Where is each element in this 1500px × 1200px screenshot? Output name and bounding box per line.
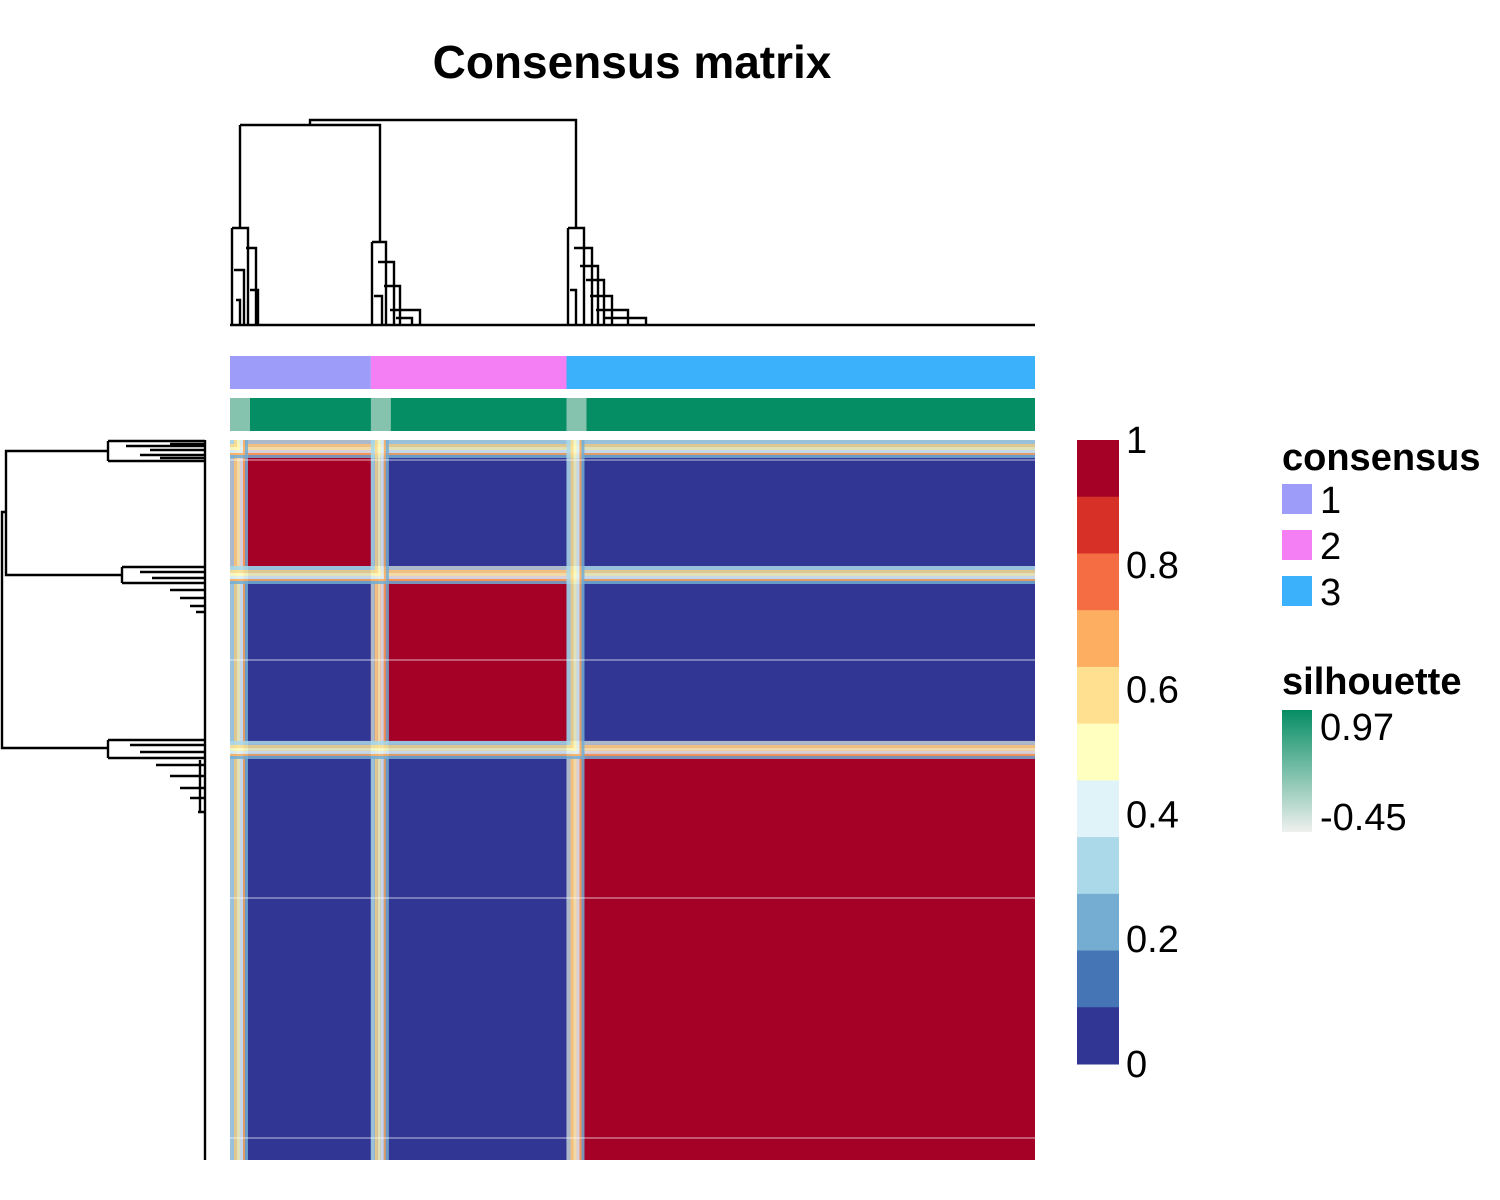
consensus-legend-label-3: 3 xyxy=(1320,572,1341,614)
heatmap-column-band xyxy=(566,440,571,1160)
color-scale-step xyxy=(1077,440,1119,498)
heatmap-column-band xyxy=(370,440,375,1160)
silhouette-bar-low-band xyxy=(230,398,250,431)
heatmap-column-band xyxy=(385,440,389,1160)
heatmap-block-1-1 xyxy=(230,440,371,566)
heatmap-row-band xyxy=(230,576,1035,579)
heatmap-row-band xyxy=(230,750,1035,754)
heatmap-block-1-3 xyxy=(566,440,1035,566)
heatmap-column-band xyxy=(230,440,234,1160)
chart-title: Consensus matrix xyxy=(433,36,832,88)
consensus-annotation-bar xyxy=(230,356,1035,389)
row-dendrogram xyxy=(0,439,207,1160)
heatmap-row-band xyxy=(230,566,1035,570)
heatmap-row-band xyxy=(230,455,1035,458)
heatmap-row-band xyxy=(230,573,1035,576)
color-scale-step xyxy=(1077,1007,1119,1065)
consensus-legend-label-2: 2 xyxy=(1320,526,1341,568)
silhouette-min-label: -0.45 xyxy=(1320,797,1407,839)
heatmap-row-band xyxy=(230,753,1035,756)
heatmap-block-2-1 xyxy=(230,566,371,741)
color-scale-step xyxy=(1077,837,1119,895)
heatmap-column-band xyxy=(581,440,585,1160)
silhouette-bar-low-band xyxy=(566,398,587,431)
color-scale-step xyxy=(1077,666,1119,725)
heatmap-row-band xyxy=(230,450,1035,453)
heatmap-column-band xyxy=(380,440,384,1160)
consensus-legend-label-1: 1 xyxy=(1320,480,1341,522)
heatmap-row-band xyxy=(230,755,1035,759)
heatmap-column-band xyxy=(579,440,582,1160)
heatmap-column-band xyxy=(383,440,386,1160)
color-scale-tick-label: 0.8 xyxy=(1126,545,1179,587)
color-scale-legend: 1 0.8 0.6 0.4 0.2 0 xyxy=(1077,420,1179,1086)
silhouette-max-label: 0.97 xyxy=(1320,707,1394,749)
silhouette-gradient xyxy=(1282,710,1312,832)
color-scale-tick-label: 0.4 xyxy=(1126,794,1179,836)
heatmap-column-band xyxy=(576,440,580,1160)
consensus-bar-segment-2 xyxy=(370,356,567,389)
consensus-bar-segment-3 xyxy=(566,356,1035,389)
heatmap-column-band xyxy=(234,440,237,1160)
heatmap-block-1-2 xyxy=(370,440,567,566)
color-scale-tick-label: 0.6 xyxy=(1126,670,1179,712)
silhouette-legend: silhouette 0.97 -0.45 xyxy=(1282,661,1461,839)
heatmap-block-3-3 xyxy=(566,740,1035,1160)
heatmap-row-band xyxy=(230,453,1035,455)
consensus-bar-segment-1 xyxy=(230,356,371,389)
heatmap-row-band xyxy=(230,444,1035,447)
heatmap-row-band xyxy=(230,740,1035,745)
color-scale-step xyxy=(1077,496,1119,554)
silhouette-bar-low-band xyxy=(370,398,391,431)
heatmap-row-band xyxy=(230,744,1035,748)
consensus-legend-swatch-2 xyxy=(1282,530,1312,560)
heatmap-column-band xyxy=(377,440,381,1160)
column-dendrogram xyxy=(230,118,1035,327)
consensus-legend: consensus 123 xyxy=(1282,437,1481,614)
color-scale-step xyxy=(1077,893,1119,952)
color-scale-tick-label: 0 xyxy=(1126,1044,1147,1086)
color-scale-tick-label: 1 xyxy=(1126,420,1147,462)
consensus-heatmap-body xyxy=(230,440,1035,1160)
heatmap-row-band xyxy=(230,579,1035,581)
heatmap-column-band xyxy=(243,440,245,1160)
color-scale-step xyxy=(1077,780,1119,838)
silhouette-bar-fill xyxy=(230,398,1035,431)
heatmap-row-band xyxy=(230,570,1035,573)
heatmap-row-band xyxy=(230,447,1035,450)
heatmap-row-band xyxy=(230,440,1035,444)
consensus-legend-swatch-1 xyxy=(1282,484,1312,514)
color-scale-step xyxy=(1077,610,1119,668)
heatmap-column-band xyxy=(374,440,378,1160)
heatmap-block-2-3 xyxy=(566,566,1035,741)
consensus-legend-title: consensus xyxy=(1282,437,1481,479)
heatmap-column-band xyxy=(570,440,574,1160)
color-scale-step xyxy=(1077,553,1119,611)
heatmap-row-band xyxy=(230,747,1035,751)
color-scale-step xyxy=(1077,950,1119,1008)
heatmap-column-band xyxy=(245,440,248,1160)
heatmap-block-3-2 xyxy=(370,740,567,1160)
heatmap-row-band xyxy=(230,581,1035,584)
color-scale-tick-label: 0.2 xyxy=(1126,919,1179,961)
heatmap-block-2-2 xyxy=(370,566,567,741)
consensus-legend-swatch-3 xyxy=(1282,576,1312,606)
heatmap-column-band xyxy=(240,440,243,1160)
heatmap-column-band xyxy=(237,440,240,1160)
heatmap-block-3-1 xyxy=(230,740,371,1160)
silhouette-legend-title: silhouette xyxy=(1282,661,1461,703)
heatmap-column-band xyxy=(573,440,577,1160)
color-scale-step xyxy=(1077,723,1119,781)
silhouette-annotation-bar xyxy=(230,398,1035,431)
